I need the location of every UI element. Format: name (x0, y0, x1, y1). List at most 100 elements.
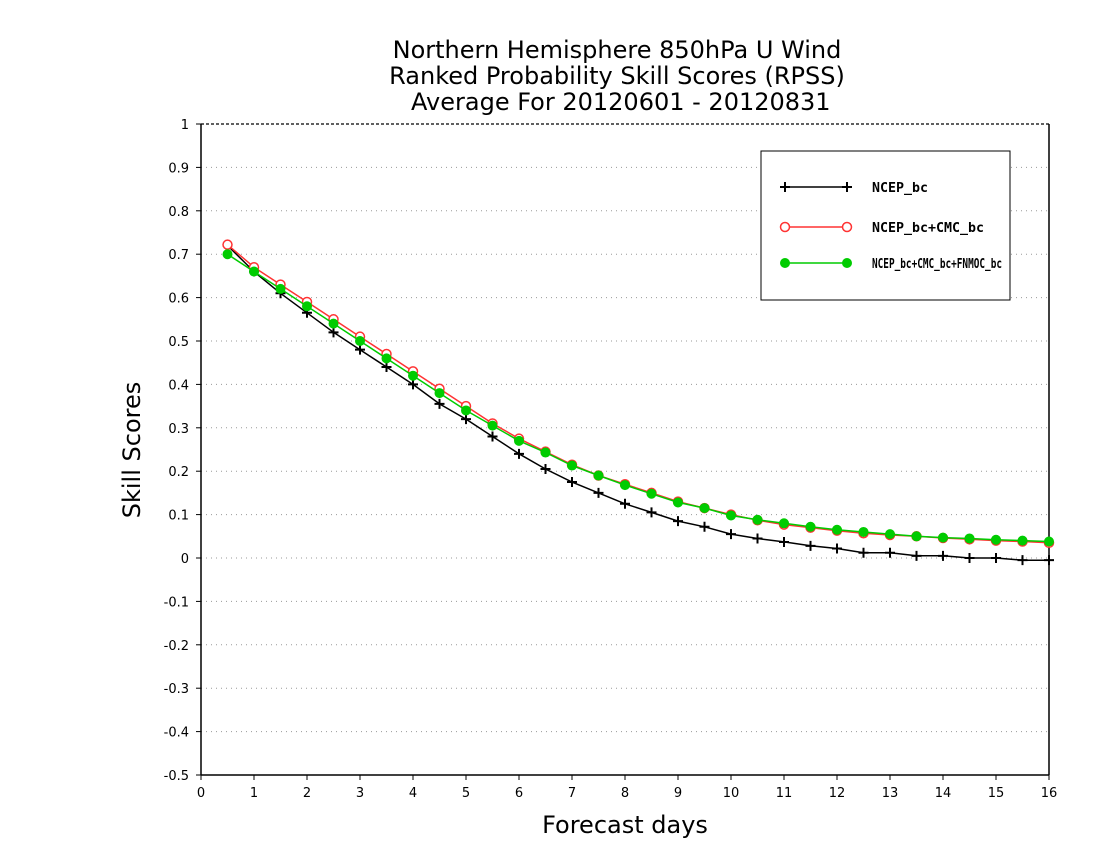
data-point (514, 435, 524, 446)
data-point (461, 414, 471, 425)
data-point (646, 488, 657, 499)
y-tick-label: 0.5 (168, 335, 189, 350)
data-point (593, 487, 604, 498)
x-tick-label: 5 (462, 786, 470, 801)
data-point (222, 249, 233, 260)
x-tick-label: 11 (776, 786, 793, 801)
legend-marker (841, 221, 853, 233)
data-point (699, 503, 710, 514)
y-tick-label: -0.1 (164, 595, 189, 610)
x-tick-label: 13 (882, 786, 899, 801)
data-point (832, 524, 842, 535)
chart-title: Northern Hemisphere 850hPa U Wind Ranked… (389, 36, 845, 116)
data-point (381, 362, 392, 373)
data-point (1017, 535, 1028, 546)
data-point (434, 388, 445, 399)
x-tick-label: 0 (197, 786, 205, 801)
data-point (858, 526, 869, 537)
x-tick-label: 16 (1041, 786, 1058, 801)
data-point (726, 529, 736, 540)
legend-marker (780, 182, 790, 192)
x-tick-label: 15 (988, 786, 1005, 801)
data-point (1017, 555, 1028, 566)
y-tick-label: 0 (181, 552, 189, 567)
data-point (328, 318, 339, 329)
y-tick-label: -0.5 (164, 769, 189, 784)
series-2 (222, 249, 1054, 547)
data-point (911, 531, 922, 542)
legend-box (760, 150, 1011, 301)
data-point (355, 336, 365, 346)
data-point (752, 533, 763, 544)
data-point (540, 447, 551, 458)
x-tick-label: 7 (568, 786, 576, 801)
data-point (1044, 555, 1054, 566)
series-0 (222, 240, 1054, 566)
legend-marker (779, 221, 791, 233)
data-point (620, 480, 630, 491)
data-point (885, 529, 895, 540)
legend-marker (842, 258, 852, 268)
data-point (991, 534, 1001, 545)
x-tick-label: 8 (621, 786, 629, 801)
data-point (620, 498, 630, 509)
data-point (699, 521, 710, 532)
y-tick-label: 0.9 (168, 161, 189, 176)
data-point (646, 507, 657, 518)
data-point (911, 550, 922, 561)
y-tick-label: 0.3 (168, 422, 189, 437)
data-point (991, 553, 1001, 563)
data-point (434, 398, 445, 409)
x-tick-label: 10 (723, 786, 740, 801)
y-tick-label: 0.4 (168, 378, 189, 393)
x-tick-label: 12 (829, 786, 846, 801)
chart-title-line-1: Northern Hemisphere 850hPa U Wind (393, 36, 842, 64)
data-point (222, 239, 233, 250)
y-tick-label: -0.4 (164, 726, 189, 741)
legend-label: NCEP_bc+CMC_bc (872, 221, 984, 236)
data-point (408, 379, 418, 390)
data-point (726, 510, 736, 521)
data-point (275, 283, 286, 294)
x-tick-label: 6 (515, 786, 523, 801)
data-point (249, 266, 259, 277)
data-point (381, 353, 392, 364)
data-point (964, 533, 975, 544)
legend-label: NCEP_bc (872, 181, 928, 196)
chart-title-line-2: Ranked Probability Skill Scores (RPSS) (389, 62, 845, 90)
legend-marker (780, 258, 790, 268)
y-tick-label: 0.8 (168, 205, 189, 220)
series-lines (222, 239, 1055, 566)
data-point (805, 521, 816, 532)
x-tick-label: 4 (409, 786, 417, 801)
x-axis-label: Forecast days (542, 811, 708, 839)
chart-title-line-3: Average For 20120601 - 20120831 (403, 88, 830, 116)
data-point (328, 327, 339, 338)
data-point (752, 514, 763, 525)
data-point (461, 405, 471, 416)
data-point (540, 464, 551, 475)
data-point (938, 550, 948, 561)
x-tick-label: 1 (250, 786, 258, 801)
data-point (673, 497, 683, 508)
y-tick-label: 0.1 (168, 509, 189, 524)
data-point (593, 470, 604, 481)
data-point (938, 532, 948, 543)
data-point (567, 460, 577, 471)
y-tick-label: 0.6 (168, 292, 189, 307)
y-axis-label: Skill Scores (118, 382, 146, 519)
data-point (487, 431, 498, 442)
data-point (355, 344, 365, 355)
data-point (487, 420, 498, 431)
y-tick-label: 0.2 (168, 465, 189, 480)
data-point (673, 516, 683, 527)
x-tick-label: 3 (356, 786, 364, 801)
y-tick-label: 1 (181, 118, 189, 133)
data-point (779, 518, 789, 529)
y-tick-label: -0.3 (164, 682, 189, 697)
data-point (805, 540, 816, 551)
data-point (514, 448, 524, 459)
data-point (885, 547, 895, 558)
x-tick-label: 9 (674, 786, 682, 801)
